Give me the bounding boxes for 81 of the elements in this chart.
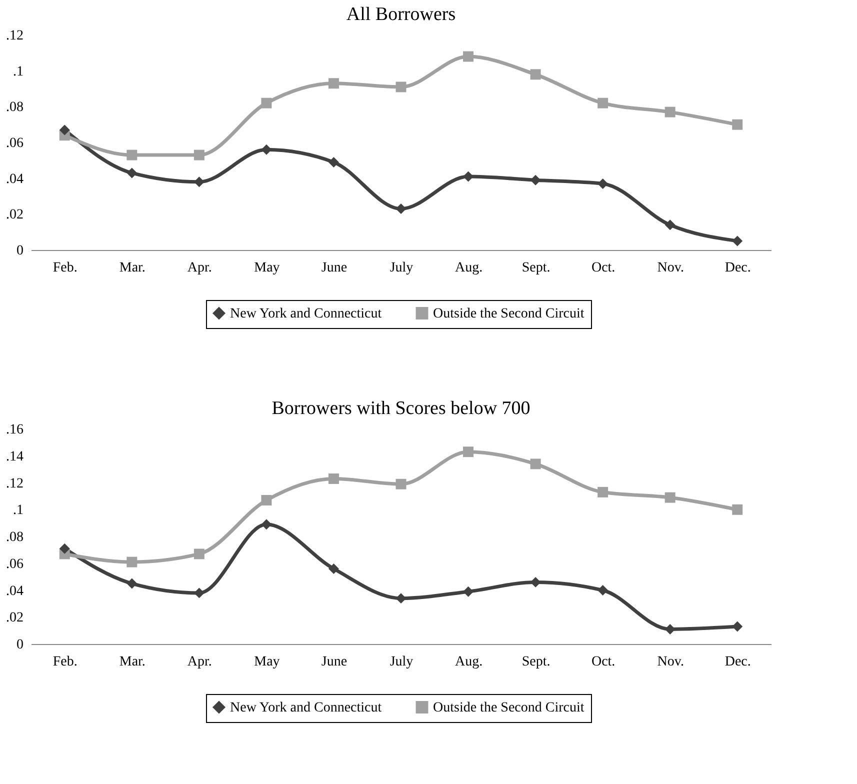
point	[126, 578, 138, 589]
point	[530, 174, 541, 186]
x-tick-label: Mar.	[119, 654, 146, 670]
legend-label: New York and Connecticut	[230, 306, 382, 322]
y-tick-label: .08	[6, 100, 24, 116]
point	[732, 236, 743, 246]
point	[732, 621, 743, 632]
y-tick-label: .08	[6, 530, 24, 545]
point	[261, 519, 272, 530]
x-tick-label: Nov.	[657, 654, 684, 670]
legend-label: Outside the Second Circuit	[433, 306, 584, 322]
point	[598, 98, 608, 108]
point	[328, 156, 339, 168]
point	[732, 504, 743, 515]
point	[664, 624, 676, 634]
y-tick-label: .12	[6, 28, 24, 44]
chart-title: Borrowers with Scores below 700	[272, 398, 530, 419]
point	[126, 556, 138, 568]
y-tick-label: .12	[6, 476, 24, 492]
point	[126, 168, 138, 178]
x-tick-label: Aug.	[454, 260, 483, 276]
y-tick-label: .02	[6, 610, 24, 626]
x-tick-label: Mar.	[119, 260, 146, 276]
x-tick-label: Apr.	[187, 654, 212, 670]
point	[328, 564, 339, 574]
point	[598, 585, 608, 596]
point	[396, 204, 406, 214]
y-tick-label: .16	[6, 422, 24, 438]
x-tick-label: Aug.	[454, 654, 483, 670]
y-tick-label: .06	[6, 136, 24, 151]
y-tick-label: .06	[6, 556, 24, 572]
x-tick-label: July	[390, 260, 414, 276]
point	[126, 150, 138, 160]
point	[396, 82, 406, 92]
y-tick-label: 0	[16, 244, 24, 258]
point	[530, 576, 541, 588]
x-tick-label: Feb.	[52, 260, 78, 276]
point	[59, 124, 70, 136]
x-tick-label: May	[254, 260, 280, 276]
x-tick-label: Apr.	[187, 260, 212, 276]
y-tick-label: .1	[13, 64, 24, 80]
point	[732, 119, 743, 130]
point	[598, 486, 608, 498]
point	[328, 473, 339, 484]
point	[664, 492, 676, 503]
x-tick-label: Feb.	[52, 654, 78, 670]
y-tick-label: .04	[6, 172, 24, 187]
x-tick-label: June	[321, 654, 348, 670]
x-tick-label: Dec.	[724, 260, 751, 276]
x-tick-label: May	[254, 654, 280, 670]
x-tick-label: Sept.	[522, 654, 550, 670]
legend-label: Outside the Second Circuit	[433, 700, 584, 716]
point	[194, 548, 204, 560]
point	[261, 98, 272, 108]
point	[261, 494, 272, 506]
point	[664, 106, 676, 118]
x-tick-label: July	[390, 654, 414, 670]
y-tick-label: .14	[6, 449, 24, 464]
x-tick-label: Oct.	[591, 260, 616, 276]
y-tick-label: 0	[16, 638, 24, 652]
y-tick-label: .02	[6, 208, 24, 223]
point	[194, 150, 204, 160]
point	[328, 78, 339, 89]
point	[530, 69, 541, 80]
legend-label: New York and Connecticut	[230, 700, 382, 716]
point	[463, 446, 474, 458]
point	[463, 586, 474, 597]
point	[396, 478, 406, 490]
point	[664, 220, 676, 230]
chart-title: All Borrowers	[346, 4, 456, 25]
point	[530, 458, 541, 470]
x-tick-label: Nov.	[657, 260, 684, 276]
x-tick-label: Sept.	[522, 260, 550, 276]
point	[59, 543, 70, 554]
point	[463, 51, 474, 62]
y-tick-label: .1	[13, 503, 24, 518]
x-tick-label: June	[321, 260, 348, 276]
x-tick-label: Dec.	[724, 654, 751, 670]
y-tick-label: .04	[6, 584, 24, 599]
point	[598, 178, 608, 189]
x-tick-label: Oct.	[591, 654, 616, 670]
